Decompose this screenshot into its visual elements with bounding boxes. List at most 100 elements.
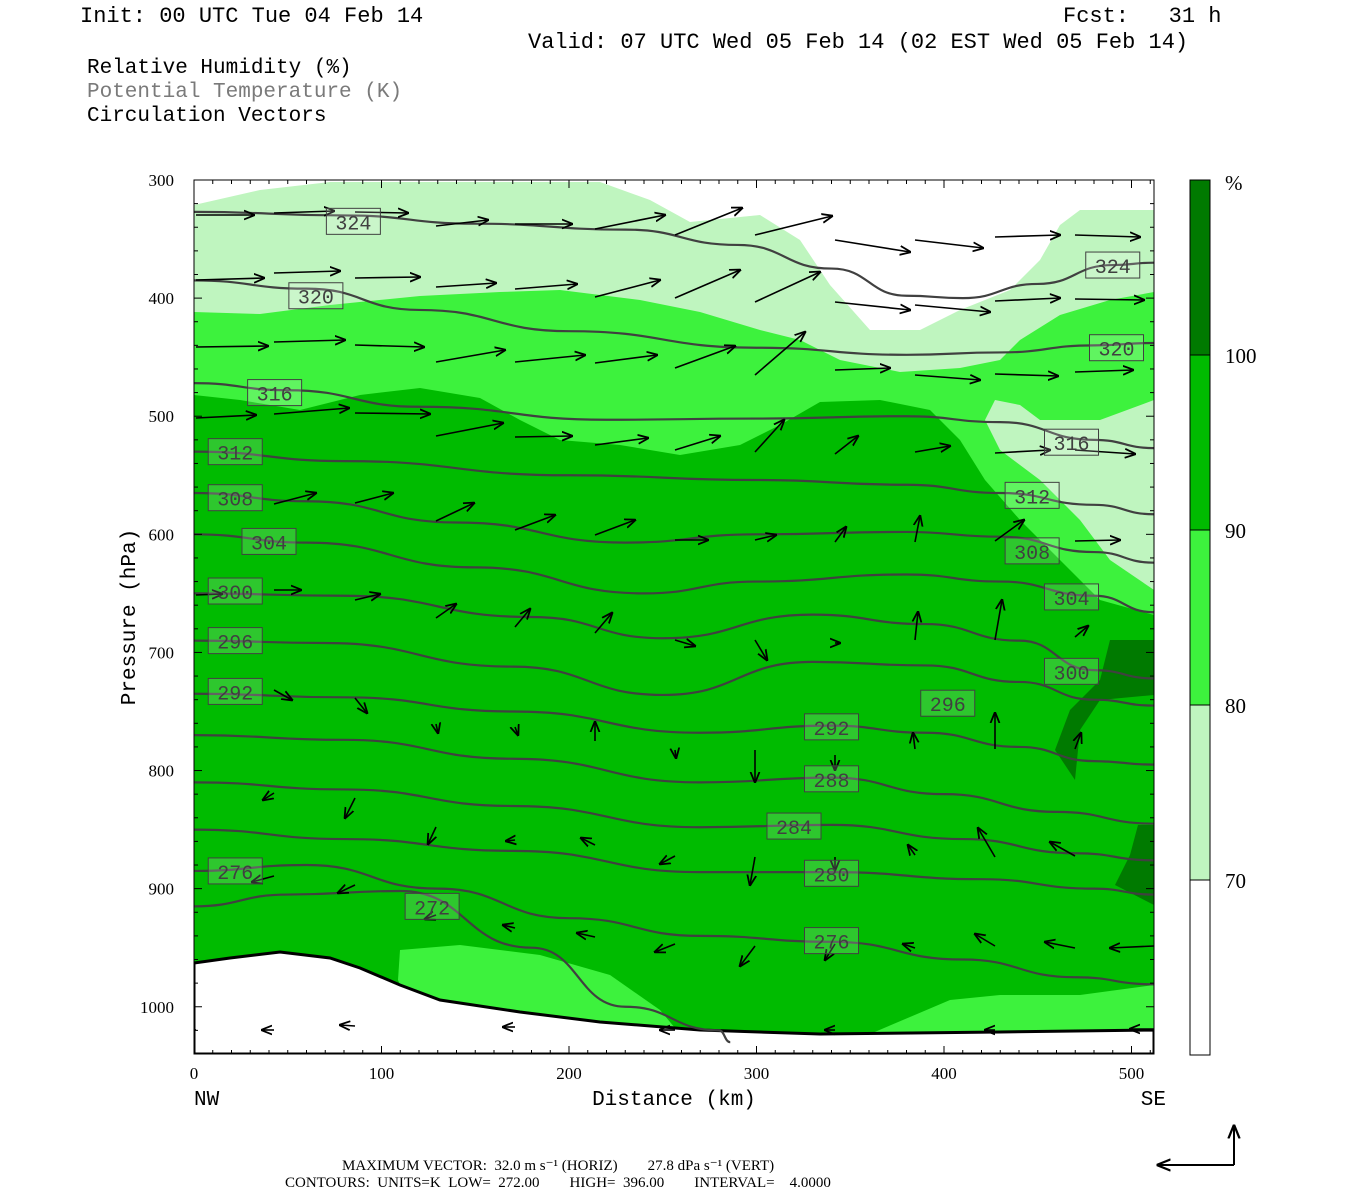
isentrope-label-324: 324 — [1095, 257, 1131, 280]
isentrope-label-292: 292 — [217, 683, 253, 706]
circulation-vector — [577, 933, 596, 937]
circulation-vector — [354, 594, 380, 600]
isentrope-label-292: 292 — [813, 719, 849, 742]
circulation-vector — [273, 211, 334, 213]
isentrope-280 — [194, 828, 1154, 896]
colorbar-level-70: 70 — [1225, 869, 1246, 893]
rh-100-region-lower — [1115, 825, 1154, 905]
isentrope-label-304: 304 — [1053, 589, 1089, 612]
isentrope-label-316: 316 — [257, 385, 293, 408]
isentrope-label-box-308 — [1004, 537, 1060, 565]
circulation-vector — [195, 415, 256, 418]
isentrope-312 — [194, 450, 1154, 516]
x-tick-label-500: 500 — [1119, 1064, 1145, 1083]
circulation-vector — [675, 750, 676, 758]
circulation-vector — [514, 284, 577, 289]
x-axis-left-end-label: NW — [194, 1089, 220, 1112]
isentrope-label-box-300 — [1044, 657, 1099, 685]
circulation-vector — [354, 212, 408, 213]
circulation-vector — [436, 724, 438, 733]
circulation-vector — [674, 436, 720, 451]
legend-circulation-vectors: Circulation Vectors — [87, 105, 327, 128]
circulation-vector — [581, 838, 596, 845]
circulation-vector — [1075, 733, 1081, 750]
maximum-vector-note: MAXIMUM VECTOR: 32.0 m s⁻¹ (HORIZ) 27.8 … — [342, 1158, 775, 1174]
circulation-vector — [195, 594, 222, 595]
circulation-vector — [674, 346, 735, 369]
plot-frame — [193, 179, 1155, 1055]
circulation-vector — [754, 639, 767, 660]
circulation-vector — [754, 332, 805, 376]
circulation-vector — [754, 535, 776, 540]
isentrope-label-276: 276 — [217, 863, 253, 886]
isentrope-label-box-288 — [804, 765, 859, 793]
isentrope-label-box-276 — [804, 927, 859, 955]
isentrope-324 — [194, 210, 1154, 300]
colorbar: % 70 80 90 100 — [1189, 171, 1257, 1056]
y-axis-title: Pressure (hPa) — [119, 529, 142, 705]
circulation-vector — [655, 943, 676, 952]
rh-80-90-lower-right-region — [870, 985, 1154, 1034]
circulation-vector — [273, 493, 316, 505]
circulation-vector — [834, 436, 858, 455]
reference-vector-icon — [1158, 1126, 1234, 1165]
y-tick-label-400: 400 — [149, 289, 175, 308]
circulation-vector — [506, 840, 515, 841]
circulation-vector — [674, 208, 742, 236]
isentrope-label-324: 324 — [335, 213, 371, 236]
circulation-vector — [263, 793, 275, 800]
circulation-vector — [514, 355, 585, 363]
circulation-vector — [914, 239, 983, 248]
colorbar-bin-90-100 — [1189, 354, 1211, 531]
circulation-vector — [825, 943, 836, 960]
circulation-vector — [1074, 370, 1133, 372]
colorbar-bin-0-70 — [1189, 879, 1211, 1056]
circulation-vector — [514, 515, 555, 531]
isentrope-label-box-316 — [1044, 428, 1099, 456]
circulation-vector — [594, 613, 612, 634]
circulation-vector — [435, 503, 474, 522]
isentrope-292 — [194, 692, 1154, 766]
circulation-vector — [340, 1025, 356, 1026]
circulation-vector — [1074, 540, 1120, 541]
colorbar-level-100: 100 — [1225, 344, 1257, 368]
circulation-vector — [594, 215, 665, 230]
isentrope-label-312: 312 — [217, 444, 253, 467]
isentrope-label-box-276 — [207, 857, 263, 885]
circulation-vector — [754, 272, 820, 303]
isentrope-label-308: 308 — [1014, 543, 1050, 566]
isentrope-label-300: 300 — [217, 583, 253, 606]
circulation-vector — [273, 271, 340, 273]
axis-layer: 300 400 500 600 700 800 900 1000 0 100 200 300 400 50… — [140, 171, 1154, 1083]
isentrope-label-box-312 — [207, 438, 263, 466]
colorbar-bin-80-90 — [1189, 529, 1211, 706]
rh-90-100-region — [194, 388, 1154, 1054]
rh-fill-layer — [194, 180, 1154, 1054]
circulation-vector — [994, 450, 1050, 453]
colorbar-bin-100 — [1189, 179, 1211, 356]
circulation-vector — [435, 604, 456, 619]
isentrope-label-304: 304 — [251, 533, 287, 556]
circulation-vector — [345, 797, 356, 818]
isentrope-label-box-320 — [288, 282, 344, 310]
circulation-vector — [435, 220, 488, 227]
circulation-vector — [914, 446, 950, 452]
isentrope-276 — [194, 863, 1154, 986]
isentrope-304 — [194, 533, 1154, 614]
circulation-vector — [273, 408, 349, 415]
forecast-hour: Fcst: 31 h — [1063, 4, 1222, 29]
circulation-vector — [740, 945, 756, 966]
circulation-vector — [994, 374, 1058, 376]
circulation-vector — [428, 826, 436, 844]
circulation-vector — [994, 520, 1024, 542]
x-axis-title: Distance (km) — [592, 1089, 756, 1112]
circulation-vector — [594, 520, 635, 536]
isentrope-label-box-304 — [241, 527, 297, 555]
x-tick-label-300: 300 — [744, 1064, 770, 1083]
circulation-vector — [594, 438, 648, 446]
circulation-vector — [354, 493, 393, 504]
circulation-vector — [435, 283, 496, 287]
x-tick-label-200: 200 — [556, 1064, 582, 1083]
isentrope-label-layer: 3243243203203163163123123083083043043003… — [207, 207, 1144, 956]
circulation-vector — [195, 278, 264, 280]
